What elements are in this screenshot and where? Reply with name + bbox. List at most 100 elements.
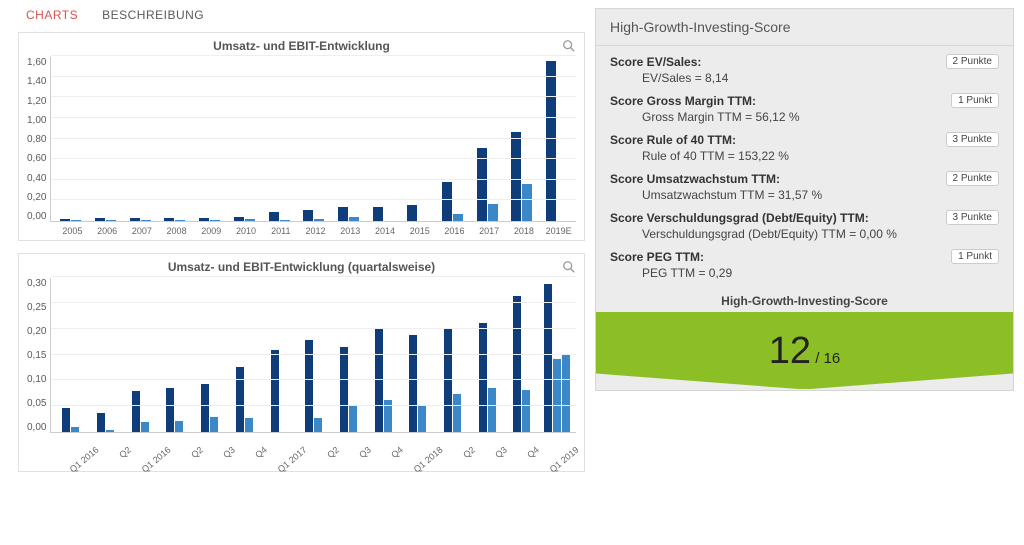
bar-series2 bbox=[141, 220, 151, 221]
bar-series1 bbox=[477, 148, 487, 221]
bar-series3 bbox=[562, 355, 570, 433]
bar-series2 bbox=[210, 417, 218, 433]
bar-group bbox=[227, 367, 262, 432]
bar-series1 bbox=[234, 217, 244, 221]
x-label: 2008 bbox=[159, 226, 194, 236]
score-badge: 1 Punkt bbox=[951, 249, 999, 264]
bar-series1 bbox=[132, 391, 140, 432]
bar-group bbox=[470, 323, 505, 432]
bar-series1 bbox=[511, 132, 521, 221]
bar-series2 bbox=[71, 427, 79, 432]
y-tick: 1,00 bbox=[27, 115, 46, 126]
score-row: Score Rule of 40 TTM:3 PunkteRule of 40 … bbox=[610, 132, 999, 163]
bar-series1 bbox=[166, 388, 174, 432]
zoom-icon[interactable] bbox=[562, 260, 576, 274]
y-tick: 0,20 bbox=[27, 326, 46, 337]
bar-series1 bbox=[479, 323, 487, 432]
y-tick: 1,60 bbox=[27, 57, 46, 68]
tab-charts[interactable]: CHARTS bbox=[26, 8, 78, 22]
bar-series2 bbox=[349, 405, 357, 432]
bar-group bbox=[88, 413, 123, 432]
x-label: Q1 2019 bbox=[545, 437, 595, 486]
bar-series2 bbox=[522, 184, 532, 221]
score-row: Score Verschuldungsgrad (Debt/Equity) TT… bbox=[610, 210, 999, 241]
score-label: Score Verschuldungsgrad (Debt/Equity) TT… bbox=[610, 211, 869, 225]
y-tick: 0,15 bbox=[27, 350, 46, 361]
x-label: 2007 bbox=[124, 226, 159, 236]
bar-group bbox=[192, 384, 227, 432]
bar-series2 bbox=[210, 220, 220, 221]
chart-quarterly-xaxis: Q1 2016Q2Q1 2016Q2Q3Q4Q1 2017Q2Q3Q4Q1 20… bbox=[27, 437, 576, 467]
score-badge: 2 Punkte bbox=[946, 171, 999, 186]
score-panel-header: High-Growth-Investing-Score bbox=[596, 9, 1013, 46]
bar-series1 bbox=[60, 219, 70, 221]
bar-group bbox=[470, 148, 505, 221]
bar-series2 bbox=[71, 220, 81, 221]
x-label: 2011 bbox=[263, 226, 298, 236]
score-panel: High-Growth-Investing-Score Score EV/Sal… bbox=[595, 8, 1014, 391]
score-total-label: High-Growth-Investing-Score bbox=[596, 288, 1013, 312]
bar-series2 bbox=[245, 219, 255, 221]
bar-group bbox=[158, 218, 193, 221]
zoom-icon[interactable] bbox=[562, 39, 576, 53]
bar-series2 bbox=[418, 405, 426, 432]
score-label: Score PEG TTM: bbox=[610, 250, 704, 264]
score-label: Score EV/Sales: bbox=[610, 55, 701, 69]
tab-description[interactable]: BESCHREIBUNG bbox=[102, 8, 204, 22]
bar-group bbox=[123, 391, 158, 432]
bar-series1 bbox=[546, 61, 556, 221]
score-label: Score Rule of 40 TTM: bbox=[610, 133, 736, 147]
bar-series1 bbox=[513, 296, 521, 432]
score-sub: Umsatzwachstum TTM = 31,57 % bbox=[610, 188, 999, 202]
bar-group bbox=[401, 205, 436, 221]
bar-series2 bbox=[175, 421, 183, 432]
bar-series1 bbox=[199, 218, 209, 221]
chart-quarterly-plot bbox=[50, 278, 576, 433]
bar-series1 bbox=[340, 347, 348, 432]
bar-group bbox=[158, 388, 193, 432]
bar-series2 bbox=[141, 422, 149, 432]
y-tick: 1,20 bbox=[27, 96, 46, 107]
x-label: 2014 bbox=[368, 226, 403, 236]
bar-group bbox=[539, 284, 574, 432]
bar-series1 bbox=[544, 284, 552, 432]
score-sub: Gross Margin TTM = 56,12 % bbox=[610, 110, 999, 124]
chart-quarterly-title: Umsatz- und EBIT-Entwicklung (quartalswe… bbox=[27, 260, 576, 274]
bar-series2 bbox=[349, 217, 359, 221]
bar-series1 bbox=[407, 205, 417, 221]
x-label: 2016 bbox=[437, 226, 472, 236]
bar-group bbox=[505, 132, 540, 221]
bar-series2 bbox=[314, 418, 322, 432]
x-label: 2005 bbox=[55, 226, 90, 236]
chart-annual-xaxis: 2005200620072008200920102011201220132014… bbox=[27, 226, 576, 236]
score-badge: 1 Punkt bbox=[951, 93, 999, 108]
bar-group bbox=[331, 347, 366, 432]
x-label: 2018 bbox=[507, 226, 542, 236]
bar-series2 bbox=[453, 214, 463, 221]
bar-series1 bbox=[201, 384, 209, 432]
bar-group bbox=[505, 296, 540, 432]
score-label: Score Umsatzwachstum TTM: bbox=[610, 172, 780, 186]
chart-annual-title: Umsatz- und EBIT-Entwicklung bbox=[27, 39, 576, 53]
score-row: Score EV/Sales:2 PunkteEV/Sales = 8,14 bbox=[610, 54, 999, 85]
chart-quarterly-yaxis: 0,300,250,200,150,100,050,00 bbox=[27, 278, 50, 433]
tabs: CHARTS BESCHREIBUNG bbox=[18, 8, 585, 22]
bar-series2 bbox=[522, 390, 530, 432]
bar-group bbox=[435, 182, 470, 221]
score-sub: Rule of 40 TTM = 153,22 % bbox=[610, 149, 999, 163]
bar-series1 bbox=[164, 218, 174, 221]
chart-annual: Umsatz- und EBIT-Entwicklung 1,601,401,2… bbox=[18, 32, 585, 241]
bar-series1 bbox=[130, 218, 140, 221]
bar-group bbox=[53, 219, 88, 221]
bar-series1 bbox=[269, 212, 279, 221]
x-label: 2010 bbox=[229, 226, 264, 236]
score-total-value: 12 / 16 bbox=[596, 330, 1013, 373]
bar-series1 bbox=[97, 413, 105, 432]
y-tick: 0,00 bbox=[27, 211, 46, 222]
score-row: Score PEG TTM:1 PunktPEG TTM = 0,29 bbox=[610, 249, 999, 280]
bar-series2 bbox=[488, 388, 496, 432]
bar-group bbox=[262, 212, 297, 221]
score-row: Score Gross Margin TTM:1 PunktGross Marg… bbox=[610, 93, 999, 124]
y-tick: 0,00 bbox=[27, 422, 46, 433]
bar-series1 bbox=[62, 408, 70, 432]
